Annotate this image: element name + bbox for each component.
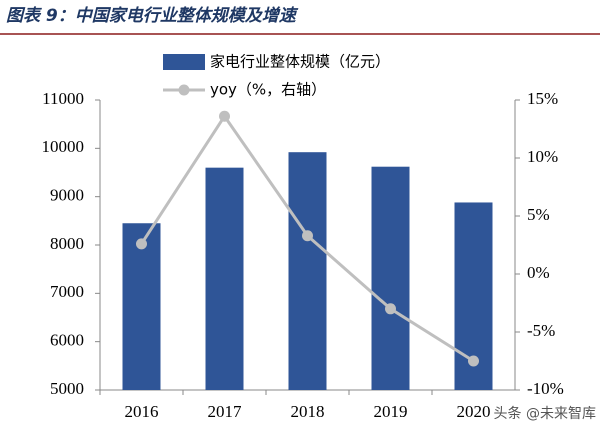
- legend-label: yoy（%，右轴）: [210, 81, 326, 99]
- bar: [288, 152, 327, 390]
- y-tick-label: 8000: [50, 234, 84, 253]
- line-marker: [302, 230, 313, 242]
- chart-title: 图表 9：中国家电行业整体规模及增速: [6, 6, 299, 26]
- bar: [205, 167, 244, 390]
- x-tick-label: 2016: [125, 402, 159, 421]
- y2-tick-label: 5%: [527, 205, 550, 224]
- legend-swatch: [163, 54, 205, 70]
- y-tick-label: 10000: [42, 137, 85, 156]
- y2-tick-label: 15%: [527, 89, 558, 108]
- line-marker: [468, 355, 479, 367]
- watermark: 头条 @未来智库: [494, 405, 596, 422]
- line-marker: [385, 303, 396, 315]
- x-tick-label: 2020: [457, 402, 491, 421]
- legend-marker: [178, 84, 190, 96]
- y-tick-label: 9000: [50, 186, 84, 205]
- bar: [122, 223, 161, 390]
- y2-tick-label: -10%: [527, 379, 564, 398]
- y2-tick-label: -5%: [527, 321, 555, 340]
- x-tick-label: 2019: [374, 402, 408, 421]
- y-tick-label: 5000: [50, 379, 84, 398]
- y-tick-label: 11000: [42, 89, 84, 108]
- x-tick-label: 2018: [291, 402, 325, 421]
- line-marker: [219, 110, 230, 122]
- x-tick-label: 2017: [208, 402, 243, 421]
- y-tick-label: 6000: [50, 331, 84, 350]
- y2-tick-label: 0%: [527, 263, 550, 282]
- bar: [371, 166, 410, 390]
- y-tick-label: 7000: [50, 282, 84, 301]
- line-marker: [136, 238, 147, 250]
- legend-label: 家电行业整体规模（亿元）: [210, 53, 390, 71]
- y2-tick-label: 10%: [527, 147, 558, 166]
